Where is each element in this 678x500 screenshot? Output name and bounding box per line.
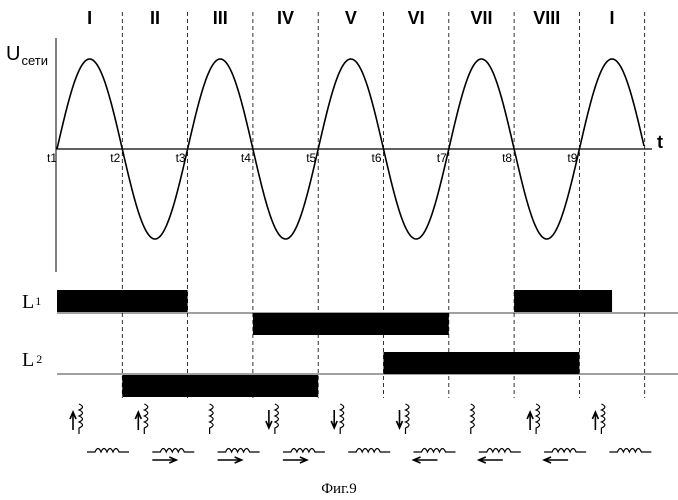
vertical-coil-icon bbox=[471, 404, 475, 434]
horizontal-coil-icon bbox=[544, 449, 586, 453]
l1-pulse bbox=[57, 290, 188, 312]
arrow-right-icon bbox=[218, 457, 242, 463]
coil-icons bbox=[70, 404, 651, 463]
l1-pulse bbox=[253, 313, 449, 335]
row-labels: L1 L2 bbox=[22, 291, 42, 371]
horizontal-coil-icon bbox=[218, 449, 260, 453]
vertical-coil-icon bbox=[601, 404, 605, 434]
row-label-l1: L1 bbox=[22, 291, 41, 313]
coil-icon bbox=[592, 404, 651, 452]
x-axis-label: t bbox=[657, 132, 663, 152]
time-label: t9 bbox=[567, 151, 577, 165]
arrow-down-icon bbox=[331, 410, 337, 428]
arrow-up-icon bbox=[592, 412, 598, 430]
horizontal-coil-icon bbox=[479, 449, 521, 453]
interval-label: VI bbox=[408, 8, 425, 28]
coil-icon bbox=[331, 404, 390, 452]
coil-signals bbox=[57, 290, 678, 397]
vertical-coil-icon bbox=[275, 404, 279, 434]
interval-labels: IIIIIIIVVVIVIIVIIII bbox=[87, 8, 614, 28]
time-label: t8 bbox=[502, 151, 512, 165]
horizontal-coil-icon bbox=[609, 449, 651, 453]
l1-pulse bbox=[514, 290, 612, 312]
horizontal-coil-icon bbox=[152, 449, 194, 453]
voltage-axes: Uсети t bbox=[6, 38, 663, 272]
l2-pulse bbox=[122, 375, 318, 397]
time-labels: t1 t2 t3 t4 t5 t6 t7 t8 t9 bbox=[47, 151, 578, 165]
horizontal-coil-icon bbox=[348, 449, 390, 453]
coil-icon bbox=[266, 404, 325, 463]
arrow-left-icon bbox=[414, 457, 438, 463]
horizontal-coil-icon bbox=[283, 449, 325, 453]
time-label: t1 bbox=[47, 151, 57, 165]
vertical-coil-icon bbox=[536, 404, 540, 434]
interval-label: VIII bbox=[533, 8, 560, 28]
l2-pulse bbox=[384, 352, 580, 374]
time-label: t7 bbox=[437, 151, 447, 165]
time-label: t4 bbox=[241, 151, 251, 165]
arrow-right-icon bbox=[283, 457, 307, 463]
coil-icon bbox=[135, 404, 194, 463]
time-label: t6 bbox=[372, 151, 382, 165]
dashed-time-markers bbox=[122, 12, 644, 398]
arrow-right-icon bbox=[152, 457, 176, 463]
interval-label: VII bbox=[470, 8, 492, 28]
vertical-coil-icon bbox=[79, 404, 83, 434]
vertical-coil-icon bbox=[340, 404, 344, 434]
coil-icon bbox=[397, 404, 456, 463]
vertical-coil-icon bbox=[210, 404, 214, 434]
time-label: t2 bbox=[110, 151, 120, 165]
arrow-up-icon bbox=[135, 412, 141, 430]
horizontal-coil-icon bbox=[87, 449, 129, 453]
coil-icon bbox=[70, 404, 129, 452]
interval-label: III bbox=[213, 8, 228, 28]
interval-label: II bbox=[150, 8, 160, 28]
figure-caption: Фиг.9 bbox=[321, 481, 357, 497]
interval-label: IV bbox=[277, 8, 294, 28]
coil-icon bbox=[527, 404, 586, 463]
arrow-left-icon bbox=[544, 457, 568, 463]
arrow-down-icon bbox=[266, 410, 272, 428]
row-label-l2: L2 bbox=[22, 349, 42, 371]
arrow-down-icon bbox=[397, 410, 403, 428]
interval-label: I bbox=[610, 8, 615, 28]
time-label: t3 bbox=[176, 151, 186, 165]
y-axis-label: Uсети bbox=[6, 43, 48, 68]
coil-icon bbox=[210, 404, 260, 463]
coil-icon bbox=[471, 404, 521, 463]
vertical-coil-icon bbox=[144, 404, 148, 434]
vertical-coil-icon bbox=[406, 404, 410, 434]
horizontal-coil-icon bbox=[414, 449, 456, 453]
time-label: t5 bbox=[306, 151, 316, 165]
arrow-up-icon bbox=[527, 412, 533, 430]
interval-label: I bbox=[87, 8, 92, 28]
interval-label: V bbox=[345, 8, 357, 28]
arrow-left-icon bbox=[479, 457, 503, 463]
arrow-up-icon bbox=[70, 412, 76, 430]
